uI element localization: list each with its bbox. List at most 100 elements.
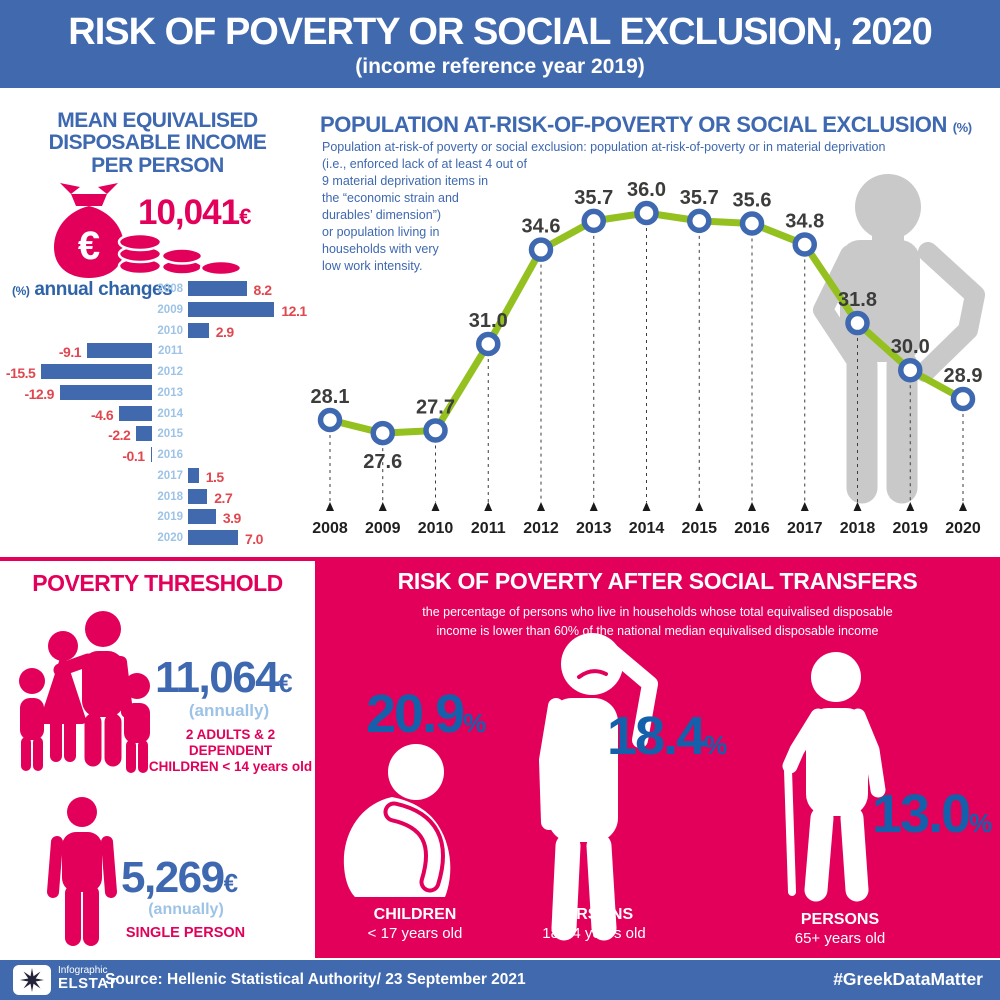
annual-change-value: 2.7 [214, 489, 233, 506]
annual-change-value: -0.1 [122, 448, 145, 464]
x-axis-year-label: 2009 [365, 520, 401, 537]
data-point-marker [950, 386, 976, 412]
annual-change-bar [150, 447, 152, 462]
annual-change-value: 2.9 [215, 323, 234, 340]
elderly-poverty-rate: 13.0% [872, 784, 993, 844]
euro-sign: € [239, 204, 251, 229]
axis-arrow [695, 502, 704, 511]
income-amount: 10,041€ [138, 193, 251, 232]
x-axis-year-label: 2018 [840, 520, 876, 537]
axis-arrow [748, 502, 756, 511]
x-axis-year-label: 2015 [681, 520, 717, 537]
annual-change-year: 2013 [157, 386, 183, 399]
data-point-label: 27.7 [416, 396, 455, 418]
svg-text:€: € [78, 224, 100, 268]
percent-unit: (%) [952, 120, 972, 135]
annual-change-year: 2016 [157, 449, 183, 461]
x-axis-year-label: 2020 [945, 520, 981, 537]
x-axis-year-label: 2016 [734, 520, 770, 537]
header-banner: RISK OF POVERTY OR SOCIAL EXCLUSION, 202… [0, 0, 1000, 88]
page-subtitle: (income reference year 2019) [355, 55, 645, 78]
annual-change-value: -12.9 [24, 385, 54, 402]
annual-change-year: 2009 [157, 303, 183, 316]
annual-change-year: 2010 [157, 324, 183, 337]
annual-change-year: 2008 [157, 283, 183, 295]
annual-change-bar [136, 426, 152, 442]
adults-poverty-rate: 18.4% [607, 706, 728, 766]
x-axis-year-label: 2008 [312, 520, 348, 537]
annual-change-value: 12.1 [281, 302, 307, 319]
source-credit: Source: Hellenic Statistical Authority/ … [105, 971, 526, 988]
annual-change-year: 2011 [158, 345, 183, 358]
annual-change-value: -9.1 [58, 344, 82, 361]
footer-bar [0, 960, 1000, 1000]
elderly-group-sublabel: 65+ years old [794, 930, 886, 947]
annual-change-bar [188, 281, 247, 296]
axis-arrow [484, 502, 493, 511]
data-point-marker [476, 331, 501, 357]
single-person-icon [47, 797, 117, 946]
annual-change-value: -15.5 [5, 365, 36, 381]
annual-changes-label: (%) annual changes [12, 279, 173, 300]
coin-stacks-icon [117, 232, 243, 277]
annual-change-value: 8.2 [253, 282, 272, 298]
data-point-label: 28.9 [944, 365, 983, 387]
children-group-label: CHILDREN [373, 906, 457, 923]
single-person-label: SINGLE PERSON [125, 925, 246, 941]
axis-arrow [800, 502, 809, 511]
annual-change-value: -4.6 [91, 406, 114, 423]
threshold-section-title: POVERTY THRESHOLD [32, 570, 283, 596]
euro-sign: € [278, 668, 292, 698]
annual-change-bar [119, 405, 152, 421]
data-point-marker [845, 310, 870, 336]
data-point-label: 31.8 [838, 289, 877, 311]
x-axis-year-label: 2010 [418, 520, 454, 537]
euro-sign: € [223, 868, 238, 898]
adults-group-label: PERSONS [554, 906, 634, 923]
data-point-marker [370, 420, 395, 446]
annual-change-bar [59, 384, 152, 400]
axis-arrow [378, 502, 387, 511]
data-point-label: 28.1 [311, 386, 350, 408]
annual-change-year: 2017 [157, 469, 183, 482]
annual-change-bar [188, 301, 275, 317]
adults-group-sublabel: 18-64 years old [542, 925, 646, 942]
axis-arrow [537, 502, 545, 511]
annual-change-value: 7.0 [244, 531, 263, 547]
elstat-star-icon [20, 968, 44, 992]
x-axis-year-label: 2011 [471, 520, 506, 537]
axis-arrow [906, 502, 915, 511]
annual-change-year: 2020 [157, 532, 183, 544]
logo-text-elstat: ELSTAT [58, 975, 118, 992]
axis-arrow [326, 502, 334, 511]
elderly-group-label: PERSONS [800, 911, 880, 928]
axis-arrow [959, 502, 967, 511]
family-icon [19, 611, 150, 773]
data-point-marker [423, 418, 448, 443]
x-axis-year-label: 2017 [787, 520, 823, 537]
transfers-definition-text: the percentage of persons who live in ho… [422, 605, 893, 638]
axis-arrow [642, 502, 651, 511]
data-point-marker [317, 407, 343, 433]
x-axis-year-label: 2019 [892, 520, 928, 537]
annual-change-value: 3.9 [222, 510, 241, 527]
annual-change-bar [188, 509, 216, 525]
annual-change-bar [188, 488, 208, 504]
axis-arrow [853, 502, 862, 511]
page-title: RISK OF POVERTY OR SOCIAL EXCLUSION, 202… [68, 11, 932, 53]
annual-change-bar [188, 467, 199, 483]
annual-change-year: 2012 [157, 366, 183, 378]
children-group-sublabel: < 17 years old [367, 925, 463, 942]
transfers-section-title: RISK OF POVERTY AFTER SOCIAL TRANSFERS [397, 568, 918, 594]
data-point-label: 27.6 [363, 451, 402, 473]
annual-change-value: -2.2 [108, 427, 131, 444]
family-household-label: 2 ADULTS & 2 DEPENDENT CHILDREN < 14 yea… [148, 727, 313, 774]
elstat-logo [13, 965, 51, 995]
x-axis-year-label: 2013 [576, 520, 612, 537]
axis-arrow [589, 502, 598, 511]
arope-chart-title: POPULATION AT-RISK-OF-POVERTY OR SOCIAL … [320, 112, 972, 137]
single-annually-note: (annually) [148, 901, 224, 918]
arope-definition-text: Population at-risk-of poverty or social … [322, 140, 886, 273]
family-threshold-amount: 11,064€ [155, 653, 293, 702]
